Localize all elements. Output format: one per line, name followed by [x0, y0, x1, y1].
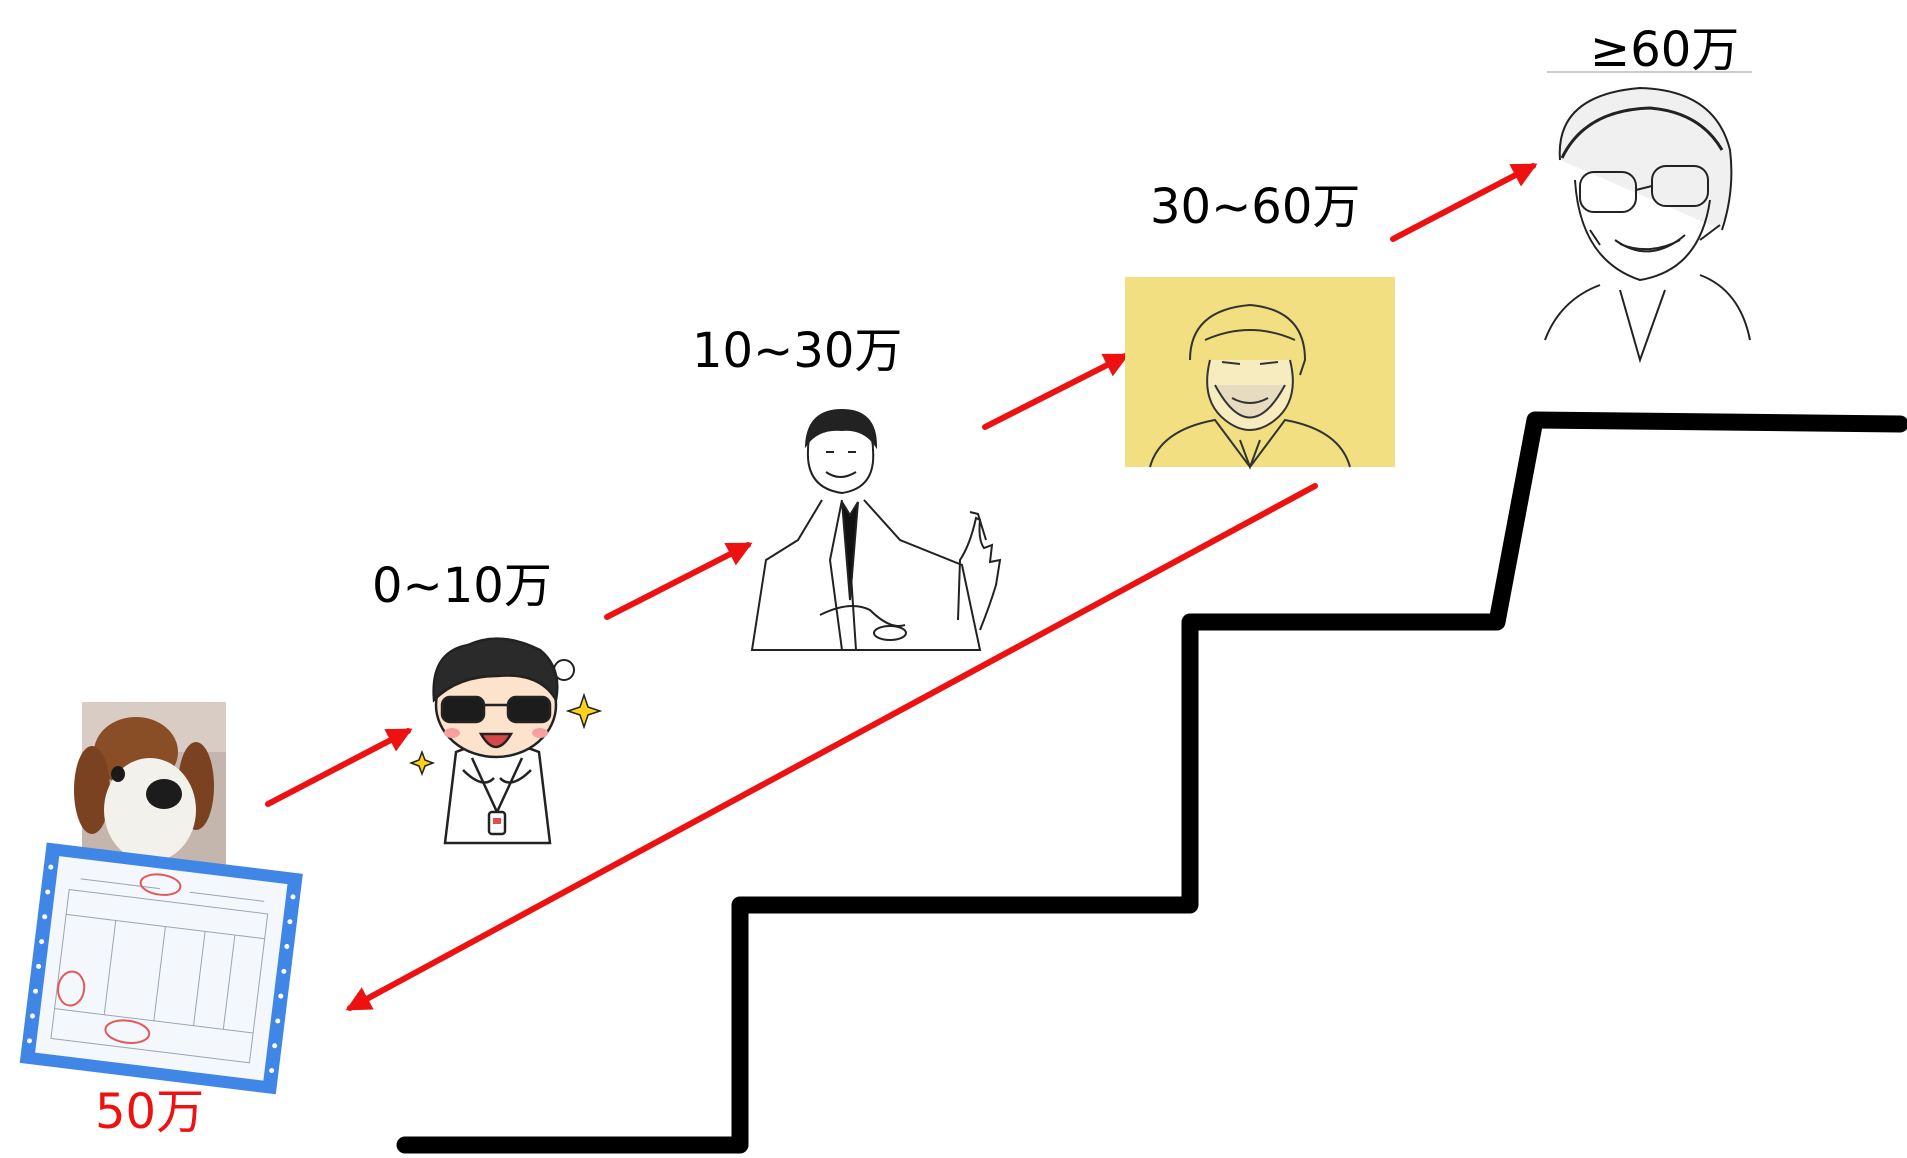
arrow-tier1-to-tier2	[604, 542, 753, 620]
sketch-bearded-man-portrait-icon	[1125, 277, 1395, 470]
tier2-label: 10~30万	[692, 323, 903, 379]
arrow-return-to-start	[345, 483, 1318, 1011]
tier3-label: 30~60万	[1150, 179, 1361, 235]
sketch-businessman-pointing-icon	[750, 408, 1002, 651]
arrow-start-to-tier1	[265, 728, 413, 807]
staircase	[396, 411, 1907, 1154]
plush-dog-photo-icon	[74, 702, 226, 882]
arrow-tier2-to-tier3	[982, 353, 1130, 430]
invoice-document-icon	[19, 842, 303, 1095]
sketch-glasses-man-portrait-icon	[1544, 71, 1752, 364]
arrow-tier3-to-tier4	[1390, 163, 1538, 242]
cartoon-sunglasses-man-icon	[408, 637, 603, 845]
start-amount-label: 50万	[95, 1084, 205, 1140]
tier4-label: ≥60万	[1590, 22, 1740, 78]
tier1-label: 0~10万	[372, 558, 552, 614]
